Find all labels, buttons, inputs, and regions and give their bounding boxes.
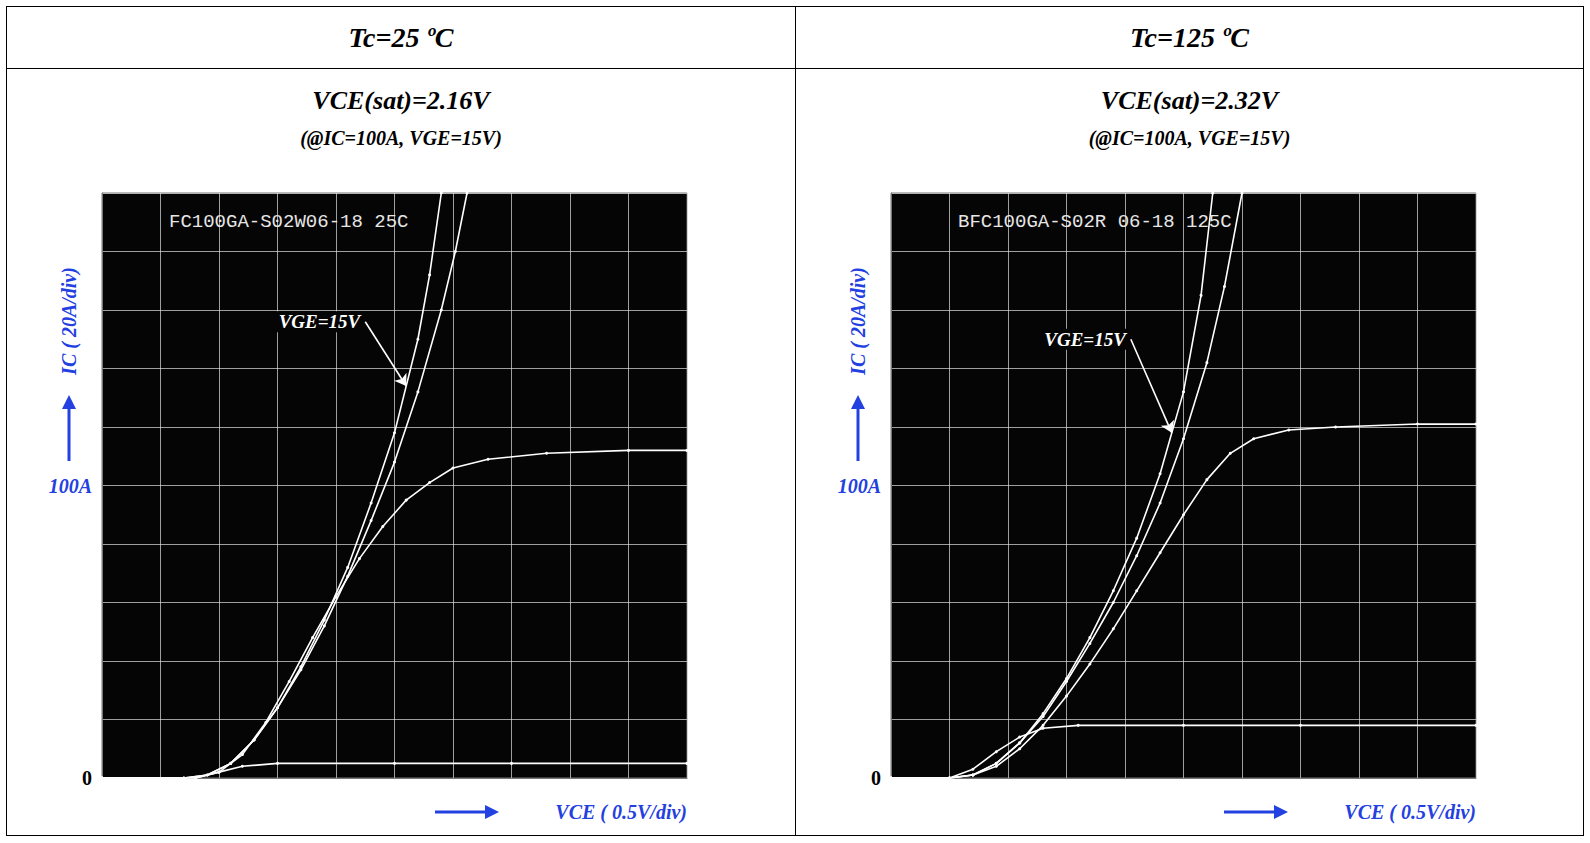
html-text:(@IC=100A, VGE=15V): (@IC=100A, VGE=15V)	[300, 127, 502, 149]
svg-text:IC ( 20A/div): IC ( 20A/div)	[58, 267, 81, 376]
svg-text:100A: 100A	[49, 475, 92, 497]
html-text:VCE(sat)=2.32V: VCE(sat)=2.32V	[1100, 86, 1279, 115]
html-text:VCE(sat)=2.16V: VCE(sat)=2.16V	[312, 86, 490, 115]
svg-text:100A: 100A	[838, 475, 881, 497]
svg-text:VGE=15V: VGE=15V	[279, 311, 362, 332]
svg-text:BFC100GA-S02R 06-18 125C: BFC100GA-S02R 06-18 125C	[958, 211, 1232, 233]
svg-text:IC ( 20A/div): IC ( 20A/div)	[847, 267, 870, 376]
svg-text:0: 0	[871, 767, 881, 789]
svg-text:VCE ( 0.5V/div): VCE ( 0.5V/div)	[1344, 801, 1476, 824]
svg-text:FC100GA-S02W06-18 25C: FC100GA-S02W06-18 25C	[169, 211, 408, 233]
html-text:(@IC=100A, VGE=15V): (@IC=100A, VGE=15V)	[1088, 127, 1291, 149]
svg-text:VCE ( 0.5V/div): VCE ( 0.5V/div)	[555, 801, 687, 824]
html-text:Tc=125 ºC: Tc=125 ºC	[1130, 21, 1249, 53]
html-text:Tc=25 ºC: Tc=25 ºC	[348, 21, 454, 53]
svg-text:0: 0	[82, 767, 92, 789]
svg-text:VGE=15V: VGE=15V	[1044, 329, 1127, 350]
